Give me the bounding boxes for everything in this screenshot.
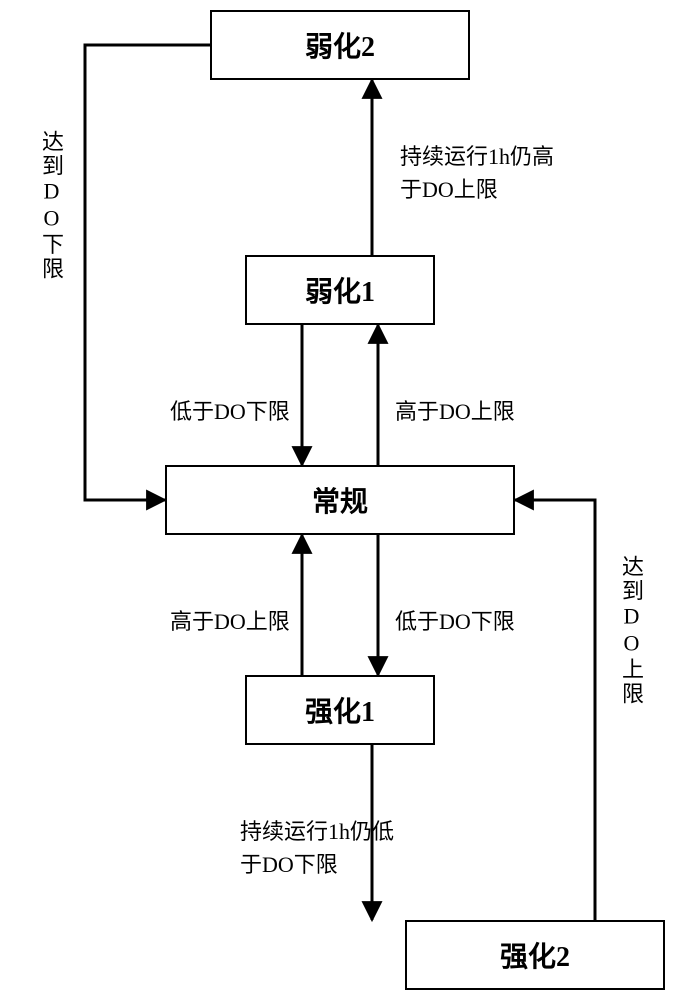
label-strong1-to-normal: 高于DO上限 bbox=[170, 605, 290, 638]
node-weak2: 弱化2 bbox=[210, 10, 470, 80]
label-normal-to-weak1: 高于DO上限 bbox=[395, 395, 515, 428]
node-strong1: 强化1 bbox=[245, 675, 435, 745]
node-normal-label: 常规 bbox=[312, 480, 368, 520]
node-normal: 常规 bbox=[165, 465, 515, 535]
node-weak1-label: 弱化1 bbox=[305, 270, 375, 310]
label-strong1-to-strong2: 持续运行1h仍低 于DO下限 bbox=[240, 815, 394, 881]
node-strong2-label: 强化2 bbox=[500, 935, 570, 975]
label-right-vertical: 达到DO上限 bbox=[615, 555, 648, 706]
label-weak1-to-normal: 低于DO下限 bbox=[170, 395, 290, 428]
label-left-vertical: 达到DO下限 bbox=[35, 130, 68, 281]
node-weak1: 弱化1 bbox=[245, 255, 435, 325]
node-strong2: 强化2 bbox=[405, 920, 665, 990]
label-normal-to-strong1: 低于DO下限 bbox=[395, 605, 515, 638]
node-strong1-label: 强化1 bbox=[305, 690, 375, 730]
label-weak1-to-weak2: 持续运行1h仍高 于DO上限 bbox=[400, 140, 554, 206]
node-weak2-label: 弱化2 bbox=[305, 25, 375, 65]
